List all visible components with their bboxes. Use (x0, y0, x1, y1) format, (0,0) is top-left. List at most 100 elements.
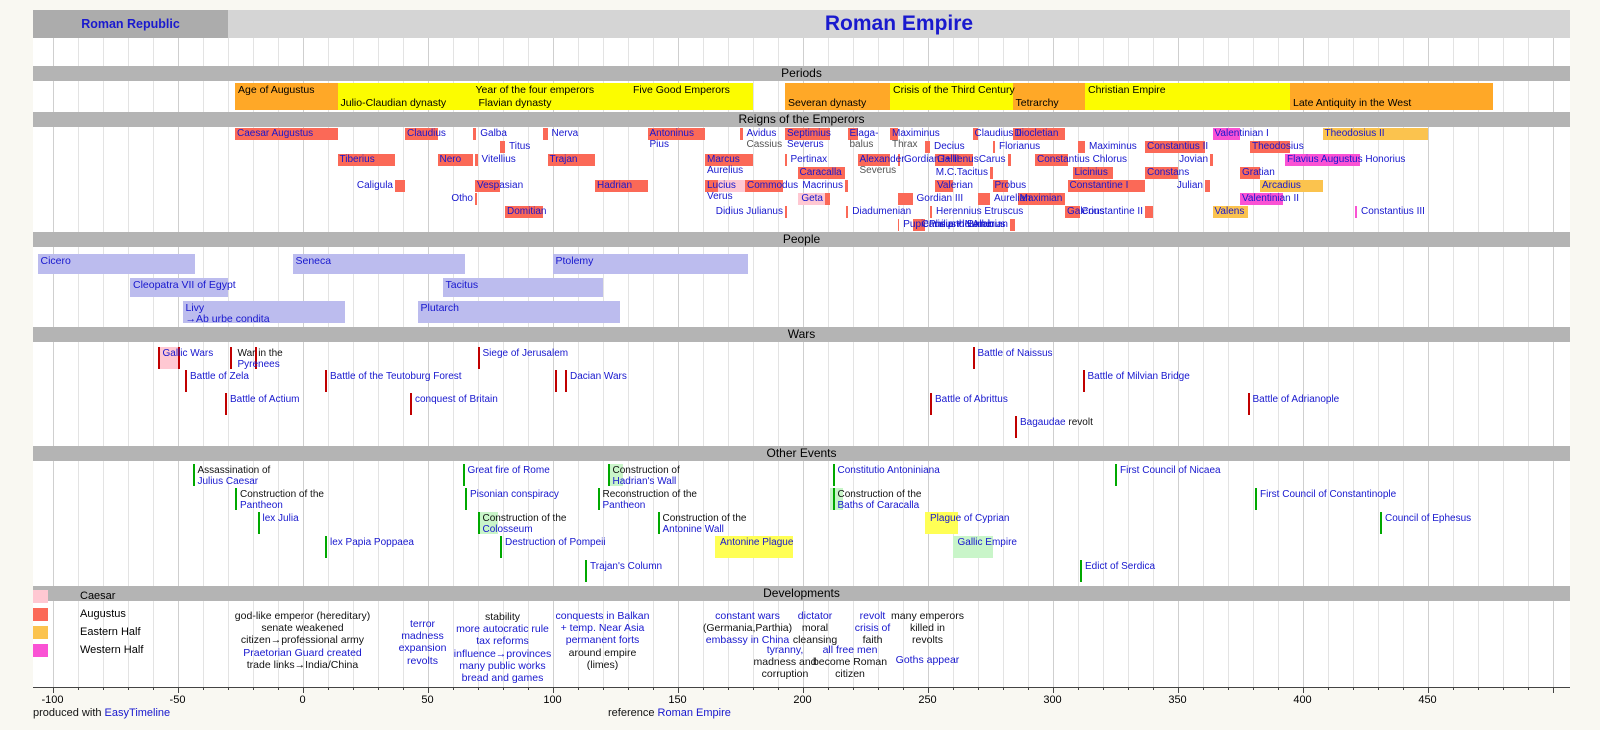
label-text[interactable]: Dacian Wars (570, 371, 627, 382)
emperor-label-constantine-ii[interactable]: Constantine II (1081, 206, 1143, 217)
label-text[interactable]: First Council of Constantinople (1260, 489, 1397, 500)
emperor-label-vespasian[interactable]: Vespasian (477, 180, 523, 191)
label-text[interactable]: Carus (978, 154, 1006, 165)
event-label-edict-of-serdica[interactable]: Edict of Serdica (1085, 561, 1155, 572)
label-text[interactable]: Caligula (356, 180, 393, 191)
emperor-label-commodus[interactable]: Commodus (747, 180, 798, 191)
emperor-label-diocletian[interactable]: Diocletian (1015, 128, 1059, 139)
label-text[interactable]: Antoninus (649, 128, 694, 139)
label-text[interactable]: Claudius (407, 128, 446, 139)
event-label-trajan-s-column[interactable]: Trajan's Column (590, 561, 662, 572)
label-text[interactable]: Diocletian (1014, 128, 1059, 139)
war-label-bagaudae[interactable]: Bagaudae revolt (1020, 417, 1093, 428)
easytimeline-link[interactable]: EasyTimeline (104, 707, 171, 719)
event-label-construction-of-the[interactable]: Construction of the Baths of Caracalla (838, 489, 922, 511)
emperor-label-avidus[interactable]: Avidus Cassius (747, 128, 783, 150)
label-text[interactable]: Maximian (1019, 193, 1063, 204)
event-label-first-council-of-nicaea[interactable]: First Council of Nicaea (1120, 465, 1221, 476)
person-label-plutarch[interactable]: Plutarch (421, 303, 460, 314)
label-text[interactable]: Cicero (40, 255, 71, 267)
person-label-cicero[interactable]: Cicero (41, 256, 71, 267)
label-text[interactable]: Great fire of Rome (467, 465, 550, 476)
war-label-dacian-wars[interactable]: Dacian Wars (570, 371, 627, 382)
label-text[interactable]: Siege of Jerusalem (482, 348, 569, 359)
emperor-label-aurelian[interactable]: Aurelian (994, 193, 1031, 204)
label-text[interactable]: Maximinus (1089, 141, 1137, 152)
label-text[interactable]: Gratian (1242, 167, 1275, 178)
label-text[interactable]: Edict of Serdica (1085, 561, 1156, 572)
war-label-battle-of-milvian-bridge[interactable]: Battle of Milvian Bridge (1088, 371, 1190, 382)
emperor-label-carus[interactable]: Carus (979, 154, 1006, 165)
emperor-label-otho[interactable]: Otho (451, 193, 473, 204)
label-text[interactable]: Commodus (747, 180, 799, 191)
development-line[interactable]: bread and games (461, 672, 544, 685)
emperor-label-constantius-ii[interactable]: Constantius II (1147, 141, 1208, 152)
development-line[interactable]: dictator (797, 610, 833, 622)
label-text[interactable]: Julian (1176, 180, 1203, 191)
development-line[interactable]: Praetorian Guard created (243, 646, 362, 659)
war-label-battle-of-actium[interactable]: Battle of Actium (230, 394, 299, 405)
label-text[interactable]: →Ab urbe condita (185, 313, 270, 325)
label-text[interactable]: Otho (451, 193, 473, 204)
event-label-construction-of-the[interactable]: Construction of the Antonine Wall (663, 513, 747, 535)
emperor-label-macrinus[interactable]: Macrinus (802, 180, 843, 191)
label-text[interactable]: Arcadius (1262, 180, 1301, 191)
label-text[interactable]: Pertinax (790, 154, 828, 165)
reference-link[interactable]: Roman Empire (657, 707, 731, 719)
label-text[interactable]: Hadrian's Wall (612, 476, 677, 487)
war-label-battle-of-the-teutoburg-forest[interactable]: Battle of the Teutoburg Forest (330, 371, 462, 382)
emperor-label-valentinian-ii[interactable]: Valentinian II (1242, 193, 1299, 204)
event-label-great-fire-of-rome[interactable]: Great fire of Rome (468, 465, 550, 476)
war-label-conquest-of-britain[interactable]: conquest of Britain (415, 394, 498, 405)
emperor-label-antoninus[interactable]: Antoninus Pius (650, 128, 694, 150)
label-text[interactable]: Constantius III (1361, 206, 1425, 217)
event-label-first-council-of-constantinople[interactable]: First Council of Constantinople (1260, 489, 1396, 500)
label-text[interactable]: Licinius (1074, 167, 1108, 178)
emperor-label-julian[interactable]: Julian (1177, 180, 1203, 191)
label-text[interactable]: Plague of Cyprian (930, 513, 1010, 524)
label-text[interactable]: Valens (1214, 206, 1245, 217)
label-text[interactable]: Herennius Etruscus (936, 206, 1024, 217)
event-label-construction-of[interactable]: Construction of Hadrian's Wall (613, 465, 680, 487)
emperor-label-caesar-augustus[interactable]: Caesar Augustus (237, 128, 313, 139)
development-line[interactable]: many public works (459, 659, 546, 672)
label-text[interactable]: Titus (509, 141, 531, 152)
label-text[interactable]: Flavius Augustus Honorius (1287, 154, 1406, 165)
label-text[interactable]: Avidus (746, 128, 777, 139)
emperor-label-lucius[interactable]: Lucius Verus (707, 180, 736, 202)
event-label-construction-of-the[interactable]: Construction of the Colosseum (483, 513, 567, 535)
label-text[interactable]: Jovian (1179, 154, 1208, 165)
label-text[interactable]: lex Julia (262, 513, 299, 524)
label-text[interactable]: Marcus (707, 154, 740, 165)
emperor-label-geta[interactable]: Geta (801, 193, 823, 204)
development-line[interactable]: more autocratic rule (456, 623, 549, 636)
label-text[interactable]: Gallienus (937, 154, 979, 165)
label-text[interactable]: Septimius (787, 128, 831, 139)
emperor-label-herennius-etruscus[interactable]: Herennius Etruscus (936, 206, 1023, 217)
event-label-destruction-of-pompeii[interactable]: Destruction of Pompeii (505, 537, 606, 548)
label-text[interactable]: Aurelius (707, 165, 744, 176)
event-label-assassination-of[interactable]: Assassination of Julius Caesar (198, 465, 271, 487)
label-text[interactable]: Baths of Caracalla (837, 500, 920, 511)
label-text[interactable]: lex Papia Poppaea (330, 537, 414, 548)
label-text[interactable]: Caracalla (799, 167, 842, 178)
development-line[interactable]: revolts (407, 654, 438, 667)
emperor-label-didius-julianus[interactable]: Didius Julianus (716, 206, 783, 217)
label-text[interactable]: Macrinus (802, 180, 843, 191)
label-text[interactable]: Diadumenian (852, 206, 912, 217)
emperor-label-hadrian[interactable]: Hadrian (597, 180, 632, 191)
development-line[interactable]: expansion (398, 642, 447, 655)
label-text[interactable]: Verus (707, 191, 733, 202)
development-line[interactable]: influence→provinces (453, 647, 552, 660)
emperor-label-constantine-i[interactable]: Constantine I (1070, 180, 1129, 191)
war-label-battle-of-abrittus[interactable]: Battle of Abrittus (935, 394, 1008, 405)
development-line[interactable]: embassy in China (705, 634, 790, 647)
event-label-antonine-plague[interactable]: Antonine Plague (720, 537, 793, 548)
emperor-label-florianus[interactable]: Florianus (999, 141, 1040, 152)
development-line[interactable]: revolt (859, 610, 886, 622)
emperor-label-constantius-iii[interactable]: Constantius III (1361, 206, 1425, 217)
event-label-lex-papia-poppaea[interactable]: lex Papia Poppaea (330, 537, 414, 548)
emperor-label-licinius[interactable]: Licinius (1075, 167, 1108, 178)
development-line[interactable]: Goths appear (895, 654, 960, 666)
emperor-label-philip-the-arab[interactable]: Philip the Arab (929, 219, 994, 230)
